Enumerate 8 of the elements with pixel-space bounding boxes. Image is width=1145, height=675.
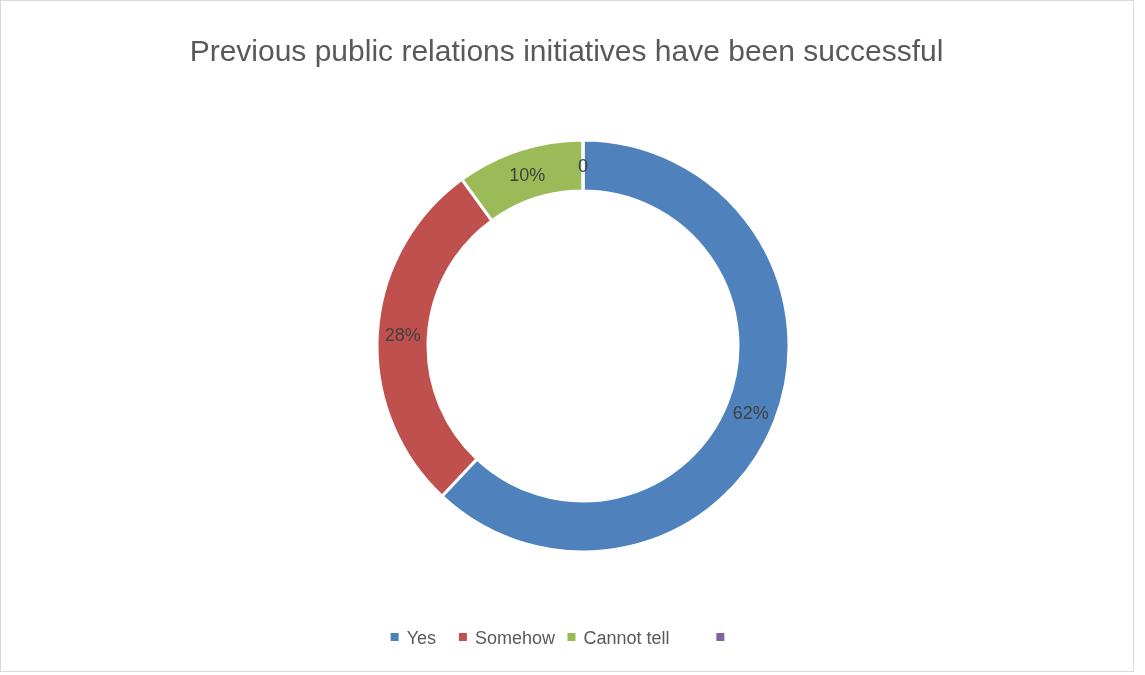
data-label: 10% [509,164,546,185]
legend-label: Yes [406,628,437,649]
legend-label: Somehow [474,628,556,649]
chart-title: Previous public relations initiatives have been successful [189,34,944,67]
data-label: 28% [384,324,421,345]
data-label: 62% [732,402,769,423]
text: 0 [577,155,589,176]
legend-label: Cannot tell [583,628,670,649]
